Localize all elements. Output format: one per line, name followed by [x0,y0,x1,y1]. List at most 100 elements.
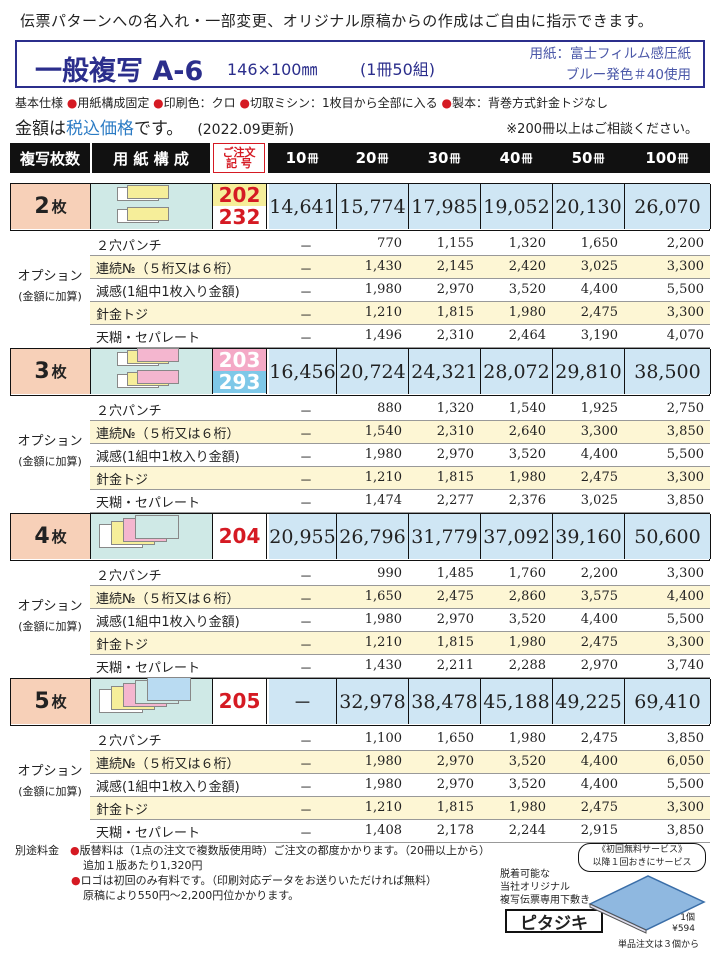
option-name: 連続№（５桁又は６桁） [96,262,240,277]
option-price: 2,200 [580,566,618,581]
option-price: 1,496 [364,328,402,343]
option-price: 2,915 [580,823,618,838]
price-20: 20,724 [337,349,409,394]
option-price: 1,155 [436,236,474,251]
option-price: 4,400 [580,282,618,297]
option-row: 針金トジ － 1,210 1,815 1,980 2,475 3,300 [90,302,710,325]
option-price: 3,300 [666,566,704,581]
paper-sheet [137,370,179,384]
option-price: 3,520 [508,754,546,769]
option-price: － [299,804,313,819]
option-price: 1,980 [508,800,546,815]
code-203: 203 [213,349,266,371]
option-price: 2,970 [436,777,474,792]
option-price: 1,815 [436,635,474,650]
option-price: 2,211 [436,658,474,673]
option-price: 2,970 [580,658,618,673]
option-price: 2,420 [508,259,546,274]
option-row: 天糊・セパレート － 1,430 2,211 2,288 2,970 3,740 [90,655,710,678]
option-price: － [299,405,313,420]
mat-price: 1個 ¥594 [672,913,695,934]
option-price: 1,980 [364,447,402,462]
header-qty-20: 20 冊 [336,143,408,173]
option-price: 2,178 [436,823,474,838]
option-price: 4,400 [580,612,618,627]
service-note: 《初回無料サービス》 以降１回おきにサービス [578,843,706,872]
option-price: 3,300 [666,259,704,274]
option-price: 4,400 [580,777,618,792]
option-price: 1,980 [508,470,546,485]
option-name: ２穴パンチ [96,734,162,749]
option-price: 3,025 [580,259,618,274]
option-row: ２穴パンチ － 990 1,485 1,760 2,200 3,300 [90,563,710,586]
option-row: ２穴パンチ － 880 1,320 1,540 1,925 2,750 [90,398,710,421]
header-qty-10: 10 冊 [268,143,336,173]
option-name: 連続№（５桁又は６桁） [96,757,240,772]
option-price: 1,210 [364,635,402,650]
option-name: 針金トジ [96,308,149,323]
option-price: 2,475 [436,589,474,604]
option-price: 1,815 [436,800,474,815]
price-note: 金額は税込価格です。 (2022.09更新) [15,119,295,139]
option-price: 4,070 [666,328,704,343]
option-price: 2,970 [436,282,474,297]
main-price-row: 5 枚 205 － 32,978 38,478 45,188 49,225 69,410 [10,677,711,726]
order-code: 204 [213,514,267,559]
price-30: 17,985 [409,184,481,229]
option-price: 1,430 [364,658,402,673]
price-10: 20,955 [269,514,337,559]
option-price: － [299,332,313,347]
option-price: 3,190 [580,328,618,343]
mat-illustration [588,875,706,934]
paper-sheet [135,515,179,539]
option-price: 5,500 [666,447,704,462]
code-204: 204 [218,524,261,548]
option-price: － [299,497,313,512]
option-price: － [299,240,313,255]
paper-diagram [91,677,213,724]
price-100: 69,410 [625,679,711,724]
price-50: 49,225 [553,679,625,724]
header-qty-50: 50 冊 [552,143,624,173]
option-price: 1,980 [508,635,546,650]
option-price: 3,520 [508,612,546,627]
main-price-row: 2 枚 202 232 14,641 15,774 17,985 19,052 20,130 26… [10,183,711,231]
footer-notes: 別途料金 ●版替料は（1点の注文で複数版使用時）ご注文の都度かかります。（20冊… [15,844,491,902]
option-row: 針金トジ － 1,210 1,815 1,980 2,475 3,300 [90,632,710,655]
option-price: － [299,451,313,466]
price-50: 29,810 [553,349,625,394]
price-20: 15,774 [337,184,409,229]
price-100: 50,600 [625,514,711,559]
price-10: 16,456 [269,349,337,394]
option-price: 3,300 [666,800,704,815]
option-price: 5,500 [666,282,704,297]
option-price: 1,540 [364,424,402,439]
header-qty-40: 40 冊 [480,143,552,173]
order-code: 202 232 [213,184,267,229]
paper-diagram [91,514,213,559]
option-price: 1,650 [436,731,474,746]
option-name: ２穴パンチ [96,569,162,584]
option-label: オプション (金額に加算) [17,764,83,798]
base-specs: 基本仕様 ●用紙構成固定 ●印刷色：クロ ●切取ミシン：1枚目から全部に入る ●… [15,96,608,110]
price-40: 37,092 [481,514,553,559]
option-price: 2,145 [436,259,474,274]
option-name: 減感(1組中1枚入り金額) [96,450,240,465]
header-code: ご注文記 号 [213,143,265,173]
option-price: 2,640 [508,424,546,439]
option-price: 4,400 [580,447,618,462]
option-price: － [299,781,313,796]
price-40: 28,072 [481,349,553,394]
paper-diagram [91,184,213,229]
option-price: 3,850 [666,493,704,508]
option-price: 1,474 [364,493,402,508]
option-price: 1,980 [364,754,402,769]
main-price-row: 4 枚 204 20,955 26,796 31,779 37,092 39,160 50,60… [10,513,711,561]
option-price: 880 [377,401,402,416]
price-40: 19,052 [481,184,553,229]
option-price: 5,500 [666,612,704,627]
option-name: 天糊・セパレート [96,331,201,346]
paper-sheet [147,677,191,701]
